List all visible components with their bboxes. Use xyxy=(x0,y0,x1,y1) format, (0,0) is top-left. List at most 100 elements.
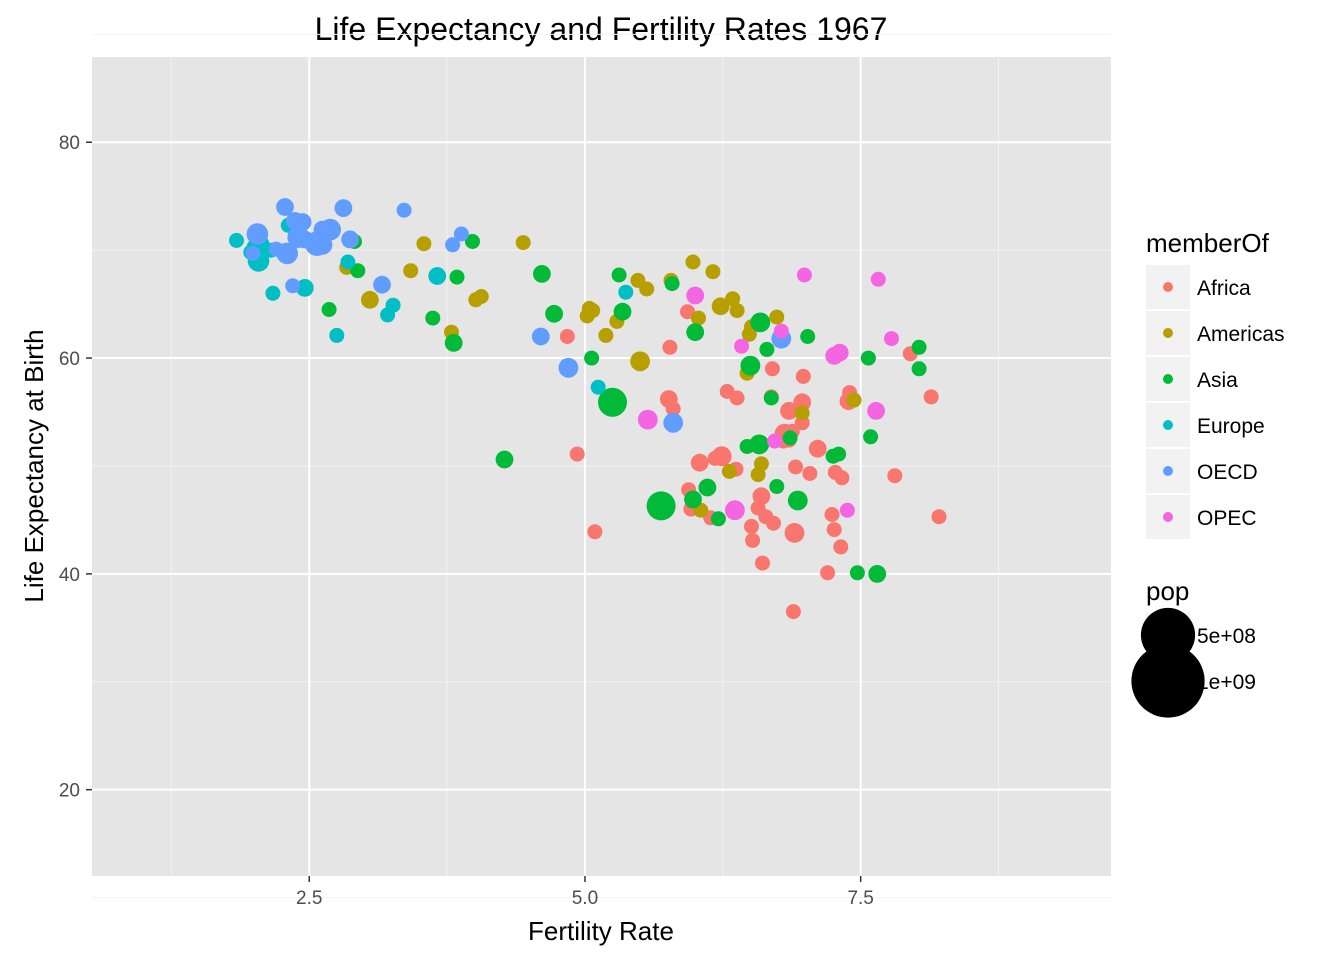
point-opec xyxy=(867,402,885,420)
grid-minor xyxy=(92,33,1111,899)
legend-label-europe: Europe xyxy=(1197,415,1265,438)
legend-label-opec: OPEC xyxy=(1197,507,1257,530)
size-legend: 5e+08 1e+09 xyxy=(1131,607,1256,718)
point-asia xyxy=(533,265,551,283)
point-americas xyxy=(630,351,650,372)
point-oecd xyxy=(293,213,312,232)
point-africa xyxy=(587,524,603,540)
plot-panel xyxy=(92,57,1111,876)
legend-swatch-americas xyxy=(1163,328,1173,338)
point-opec xyxy=(884,331,899,347)
color-legend: Africa Americas Asia Europe OECD OPEC xyxy=(1146,265,1285,539)
point-africa xyxy=(834,470,850,486)
point-oecd xyxy=(246,223,269,245)
point-americas xyxy=(721,463,737,479)
point-opec xyxy=(773,323,789,339)
point-africa xyxy=(833,539,849,555)
x-axis-title: Fertility Rate xyxy=(528,916,674,946)
y-axis: 20 40 60 80 xyxy=(59,133,92,802)
point-asia xyxy=(787,490,808,511)
point-americas xyxy=(639,281,655,297)
point-asia xyxy=(911,361,927,377)
point-americas xyxy=(846,392,862,408)
point-africa xyxy=(752,487,771,506)
point-opec xyxy=(870,271,886,287)
point-africa xyxy=(559,329,575,344)
data-points xyxy=(229,198,947,620)
point-europe xyxy=(265,285,281,301)
point-opec xyxy=(734,338,750,354)
point-europe xyxy=(329,327,345,343)
legend-label-asia: Asia xyxy=(1197,369,1238,392)
point-africa xyxy=(795,368,811,384)
point-europe xyxy=(428,267,447,285)
point-africa xyxy=(711,446,732,467)
point-africa xyxy=(887,468,903,484)
point-africa xyxy=(680,304,695,320)
y-tick-label: 60 xyxy=(59,349,80,370)
point-africa xyxy=(808,439,827,458)
point-africa xyxy=(690,453,709,472)
point-opec xyxy=(686,286,705,305)
point-africa xyxy=(788,459,804,475)
point-asia xyxy=(769,479,785,494)
size-legend-label: 5e+08 xyxy=(1197,625,1256,648)
point-asia xyxy=(350,263,366,279)
size-legend-title: pop xyxy=(1146,576,1189,606)
point-americas xyxy=(473,289,489,304)
point-asia xyxy=(750,312,771,333)
point-americas xyxy=(691,310,706,326)
point-asia xyxy=(911,339,927,355)
point-asia xyxy=(611,267,627,283)
point-asia xyxy=(740,355,761,376)
point-africa xyxy=(785,604,801,620)
point-africa xyxy=(766,515,781,531)
point-africa xyxy=(802,466,818,481)
point-europe xyxy=(340,254,356,270)
point-asia xyxy=(686,323,705,342)
point-oecd xyxy=(558,357,579,378)
point-asia xyxy=(598,387,627,417)
point-asia xyxy=(863,429,879,445)
size-legend-label: 1e+09 xyxy=(1197,671,1256,694)
point-oecd xyxy=(334,199,353,218)
grid-major xyxy=(92,57,1111,876)
point-europe xyxy=(618,284,634,300)
legend-label-americas: Americas xyxy=(1197,323,1285,346)
point-americas xyxy=(416,236,432,252)
point-africa xyxy=(826,522,842,538)
point-oecd xyxy=(276,242,299,265)
point-opec xyxy=(637,409,658,430)
point-africa xyxy=(569,446,585,462)
point-africa xyxy=(793,393,812,412)
point-asia xyxy=(800,329,816,344)
point-opec xyxy=(767,433,783,449)
point-americas xyxy=(585,303,601,319)
point-asia xyxy=(698,478,717,497)
x-tick-label: 7.5 xyxy=(847,888,873,909)
point-opec xyxy=(796,267,812,283)
point-oecd xyxy=(663,412,684,433)
point-africa xyxy=(820,565,836,581)
point-africa xyxy=(931,509,947,525)
x-tick-label: 2.5 xyxy=(296,888,322,909)
point-africa xyxy=(729,390,745,406)
point-asia xyxy=(749,434,770,455)
point-oecd xyxy=(445,237,461,253)
point-americas xyxy=(515,235,531,251)
y-tick-label: 20 xyxy=(59,781,80,802)
point-asia xyxy=(425,310,441,326)
point-americas xyxy=(685,254,701,270)
legend-swatch-africa xyxy=(1163,282,1173,292)
point-opec xyxy=(839,502,855,518)
point-asia xyxy=(444,334,463,352)
point-asia xyxy=(545,304,563,323)
color-legend-title: memberOf xyxy=(1146,228,1270,258)
point-americas xyxy=(705,264,721,280)
point-asia xyxy=(646,491,676,521)
point-oecd xyxy=(245,245,261,261)
point-americas xyxy=(753,456,769,472)
point-americas xyxy=(361,290,379,309)
legend-swatch-oecd xyxy=(1163,466,1173,476)
